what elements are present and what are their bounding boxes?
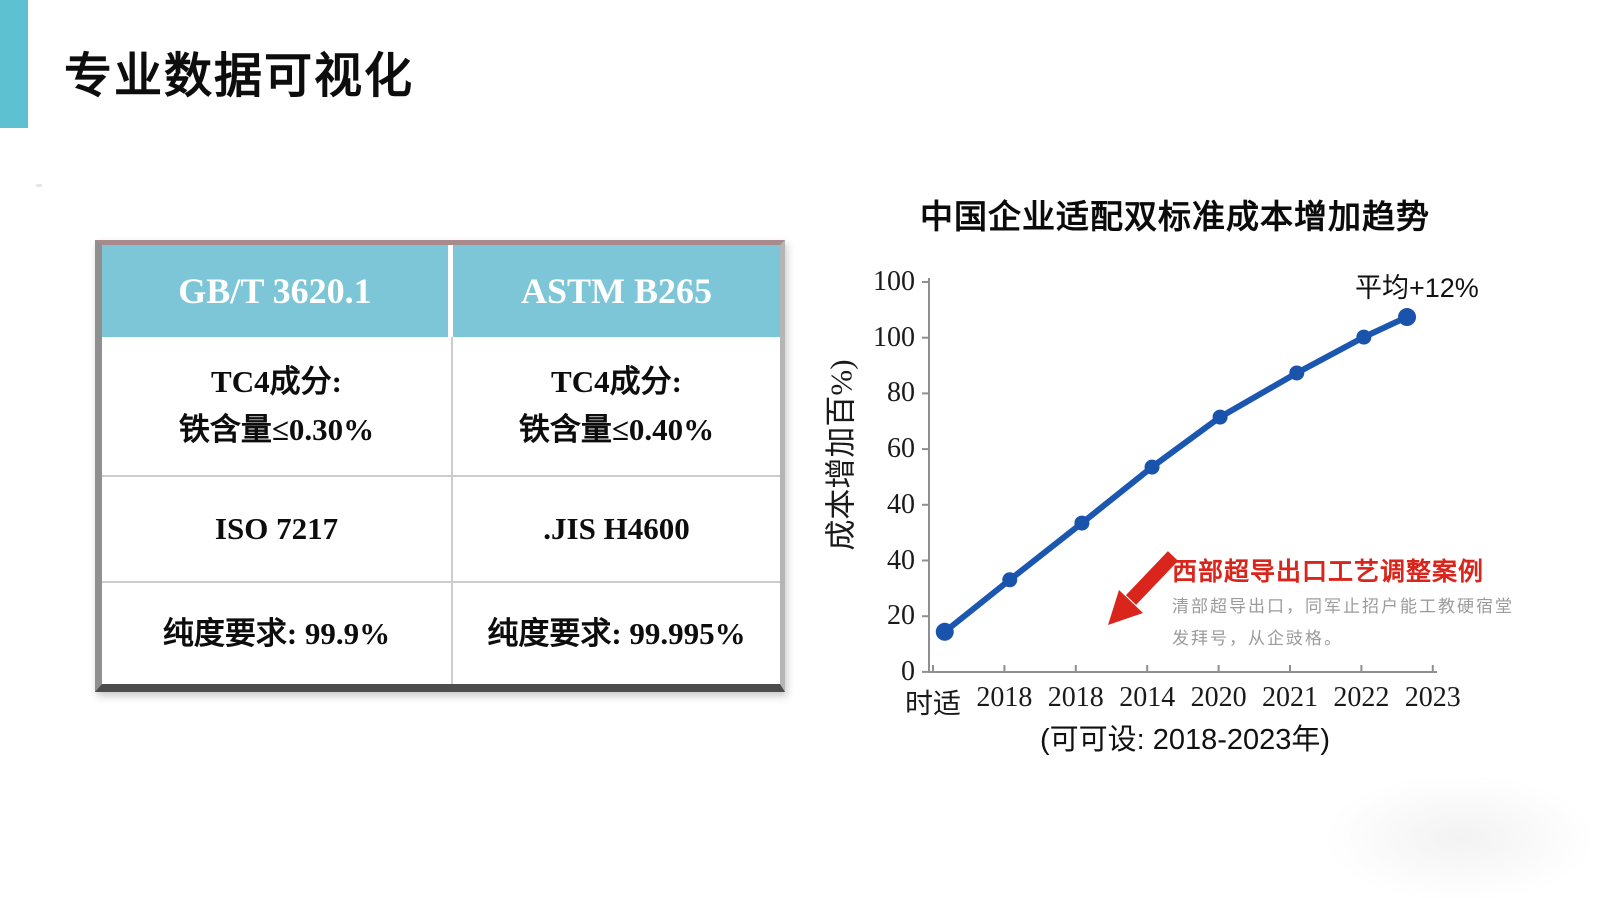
cost-trend-series — [935, 308, 1417, 641]
page-title: 专业数据可视化 — [64, 50, 415, 103]
cell-line: TC4成分: — [551, 364, 682, 399]
x-tick-label: 2020 — [1190, 682, 1247, 713]
data-point — [1144, 459, 1160, 475]
cell-purity-gbt: 纯度要求: 99.9% — [162, 615, 391, 651]
x-tick-label: 2023 — [1404, 682, 1461, 713]
x-tick-label: 2022 — [1333, 682, 1390, 713]
data-point — [1212, 409, 1228, 425]
data-point — [935, 622, 954, 641]
accent-bar — [0, 0, 28, 128]
callout-body-line: 清部超导出口，同军止招户能工教硬宿堂 — [1172, 597, 1514, 616]
x-tick-label: 2021 — [1262, 682, 1318, 713]
table-header-gbt: GB/T 3620.1 — [102, 245, 448, 337]
header-divider — [448, 245, 453, 337]
x-tick-label: 2018 — [976, 682, 1033, 713]
callout-body-line: 发拜号，从企豉格。 — [1172, 629, 1343, 648]
table-header-row: GB/T 3620.1 ASTM B265 — [102, 245, 780, 337]
chart-title: 中国企业适配双标准成本增加趋势 — [920, 198, 1430, 235]
callout-title: 西部超导出口工艺调整案例 — [1172, 558, 1485, 586]
x-tick-label: 2014 — [1119, 682, 1176, 713]
y-tick-label: 100 — [873, 266, 915, 297]
cell-jis: .JIS H4600 — [451, 477, 780, 581]
line-chart-plot — [922, 278, 1437, 673]
cell-line: 铁含量≤0.40% — [518, 412, 715, 447]
table-row: TC4成分: 铁含量≤0.30% TC4成分: 铁含量≤0.40% — [102, 337, 780, 475]
cell-purity-astm: 纯度要求: 99.995% — [451, 583, 780, 684]
x-tick-label: 时适 — [904, 689, 961, 720]
x-tick-label: 2018 — [1047, 682, 1104, 713]
data-point — [1074, 515, 1090, 531]
table-row: 纯度要求: 99.9% 纯度要求: 99.995% — [102, 581, 780, 684]
watermark-smudge — [1280, 753, 1600, 898]
cell-tc4-astm: TC4成分: 铁含量≤0.40% — [451, 337, 780, 475]
cell-line: 铁含量≤0.30% — [178, 412, 375, 447]
data-point — [1356, 329, 1372, 345]
chart-caption: (可可设: 2018-2023年) — [1039, 724, 1331, 756]
standards-comparison-table: GB/T 3620.1 ASTM B265 TC4成分: 铁含量≤0.30% T… — [95, 240, 785, 692]
y-tick-label: 20 — [887, 600, 915, 632]
table-row: ISO 7217 .JIS H4600 — [102, 475, 780, 581]
data-point — [1289, 365, 1305, 381]
y-tick-label: 100 — [873, 321, 915, 353]
y-axis-label: 成本增加百%) — [823, 359, 859, 551]
red-arrow-icon — [1108, 551, 1179, 625]
cell-line: TC4成分: — [211, 364, 342, 399]
cell-tc4-gbt: TC4成分: 铁含量≤0.30% — [102, 337, 451, 475]
data-point — [1398, 308, 1417, 327]
axis-tick-marks — [922, 281, 1434, 673]
data-point — [1002, 572, 1018, 588]
cell-iso: ISO 7217 — [214, 511, 339, 546]
table-header-astm: ASTM B265 — [453, 245, 780, 337]
average-annotation: 平均+12% — [1355, 273, 1479, 303]
faint-dot — [36, 184, 42, 187]
y-tick-label: 0 — [901, 655, 915, 687]
